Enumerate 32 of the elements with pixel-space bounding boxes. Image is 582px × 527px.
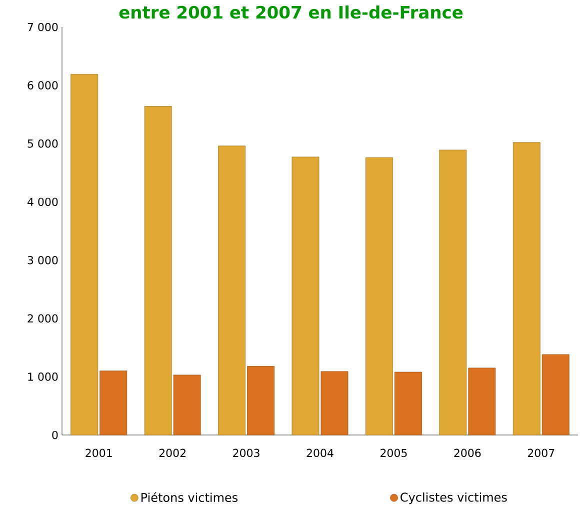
y-tick-label: 4 000 xyxy=(28,198,58,206)
bar xyxy=(394,372,422,436)
bar xyxy=(173,374,201,436)
x-tick-label: 2006 xyxy=(454,448,481,458)
bar xyxy=(218,146,246,436)
bar xyxy=(542,354,570,436)
bar xyxy=(439,150,467,436)
legend-label: Piétons victimes xyxy=(142,492,238,502)
x-tick-label: 2007 xyxy=(528,448,554,458)
y-tick-label: 1 000 xyxy=(28,372,58,381)
bar xyxy=(366,157,393,436)
bar xyxy=(320,371,348,436)
y-tick-label: 2 000 xyxy=(28,314,58,323)
x-tick-label: 2001 xyxy=(86,448,112,458)
bar xyxy=(144,106,172,436)
y-tick-label: 6 000 xyxy=(28,81,58,90)
y-tick-label: 7 000 xyxy=(28,22,58,32)
y-tick-label: 3 000 xyxy=(28,256,58,264)
bar xyxy=(100,370,128,436)
bar xyxy=(70,74,98,436)
bar xyxy=(512,142,540,436)
legend-label: Cyclistes victimes xyxy=(400,492,507,504)
y-tick-label: 0 xyxy=(52,430,58,440)
y-tick-label: 5 000 xyxy=(28,139,58,148)
x-tick-label: 2005 xyxy=(380,448,407,458)
x-tick-label: 2003 xyxy=(233,448,260,458)
x-tick-label: 2002 xyxy=(159,448,186,458)
bar xyxy=(247,366,274,436)
bar xyxy=(292,156,320,436)
x-tick-label: 2004 xyxy=(306,448,334,458)
chart-title: entre 2001 et 2007 en Ile-de-France xyxy=(119,6,463,19)
bar xyxy=(468,368,496,436)
